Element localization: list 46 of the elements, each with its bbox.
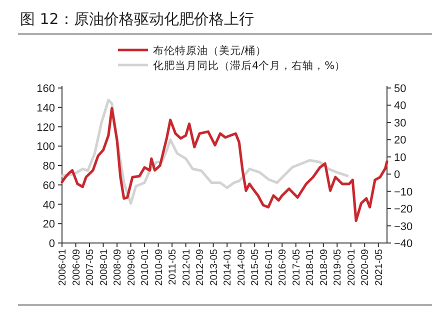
x-tick-label: 2008-01 bbox=[98, 248, 110, 286]
x-tick-label: 2010-09 bbox=[154, 248, 165, 286]
x-tick-label: 2017-05 bbox=[291, 248, 302, 286]
y-tick-label: 140 bbox=[36, 102, 55, 114]
y2-tick-label: 0 bbox=[394, 169, 400, 182]
y2-tick-label: 30 bbox=[394, 117, 406, 130]
y2-tick-label: 10 bbox=[394, 152, 406, 164]
y-tick-label: 120 bbox=[36, 122, 55, 134]
y-tick-label: 60 bbox=[42, 180, 55, 192]
x-tick-label: 2010-01 bbox=[140, 248, 152, 286]
x-tick-label: 2019-05 bbox=[332, 248, 344, 286]
x-tick-label: 2021-05 bbox=[374, 248, 385, 286]
y2-tick-label: 40 bbox=[394, 100, 406, 112]
x-tick-label: 2012-09 bbox=[195, 248, 206, 286]
y2-tick-label: 20 bbox=[394, 134, 406, 147]
y-tick-label: 20 bbox=[42, 218, 55, 231]
y-tick-label: 0 bbox=[48, 238, 55, 250]
x-tick-label: 2015-05 bbox=[250, 248, 262, 286]
y-tick-label: 80 bbox=[42, 160, 55, 172]
x-tick-label: 2006-09 bbox=[71, 248, 82, 286]
chart-title: 图 12：原油价格驱动化肥价格上行 bbox=[20, 10, 254, 28]
y-tick-label: 40 bbox=[42, 199, 55, 212]
x-tick-label: 2009-05 bbox=[126, 248, 138, 286]
y-tick-label: 100 bbox=[36, 141, 55, 154]
legend-label: 化肥当月同比（滞后4个月，右轴，%） bbox=[153, 59, 346, 72]
y2-tick-label: −30 bbox=[394, 220, 413, 233]
x-tick-label: 2018-09 bbox=[318, 248, 330, 286]
x-tick-label: 2006-01 bbox=[58, 248, 68, 286]
x-tick-label: 2014-01 bbox=[222, 248, 234, 286]
y2-tick-label: −20 bbox=[394, 204, 413, 216]
x-tick-label: 2014-09 bbox=[236, 248, 248, 286]
x-tick-label: 2013-05 bbox=[208, 248, 220, 286]
x-tick-label: 2020-01 bbox=[346, 248, 358, 286]
x-tick-label: 2012-01 bbox=[181, 248, 192, 286]
y2-tick-label: −10 bbox=[394, 186, 413, 198]
y2-tick-label: 50 bbox=[394, 83, 406, 95]
y2-tick-label: −40 bbox=[394, 238, 413, 250]
x-tick-label: 2011-05 bbox=[168, 248, 179, 285]
y-tick-label: 160 bbox=[36, 83, 55, 95]
x-tick-label: 2016-01 bbox=[264, 248, 275, 286]
x-tick-label: 2008-09 bbox=[112, 248, 124, 286]
x-tick-label: 2007-05 bbox=[85, 248, 96, 286]
x-tick-label: 2018-01 bbox=[305, 248, 316, 286]
x-tick-label: 2020-09 bbox=[360, 248, 372, 286]
legend-label: 布伦特原油（美元/桶） bbox=[153, 44, 267, 57]
x-tick-label: 2016-09 bbox=[278, 248, 289, 286]
